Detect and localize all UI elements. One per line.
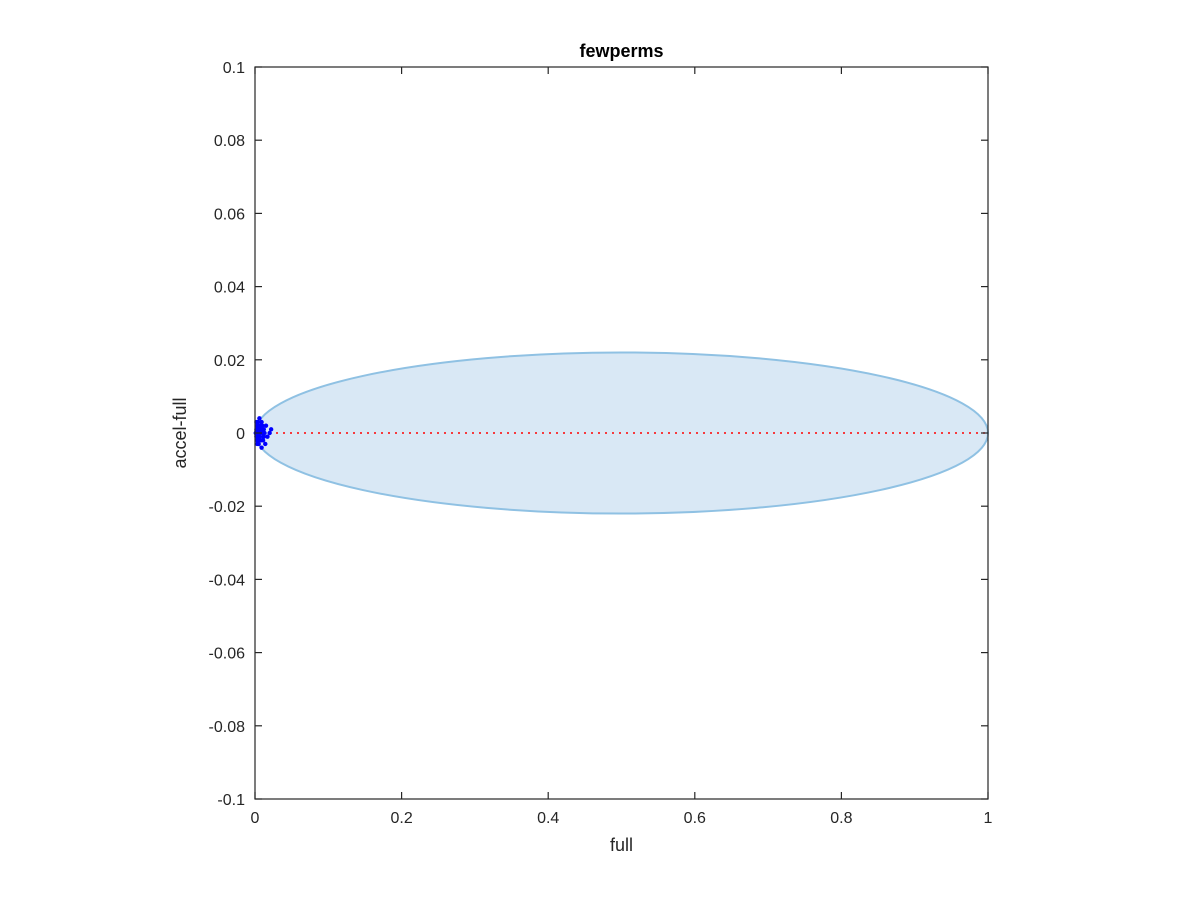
y-tick-label: -0.06 bbox=[209, 646, 246, 663]
x-tick-label: 0 bbox=[251, 810, 260, 827]
x-tick-label: 0.2 bbox=[390, 810, 412, 827]
x-tick-label: 0.8 bbox=[830, 810, 852, 827]
data-point bbox=[260, 438, 266, 443]
data-point bbox=[261, 434, 266, 439]
y-tick-label: -0.08 bbox=[209, 719, 246, 736]
chart-title: fewperms bbox=[579, 41, 663, 61]
data-point bbox=[254, 441, 260, 447]
data-point bbox=[268, 427, 274, 432]
y-tick-label: 0.06 bbox=[214, 206, 245, 223]
data-point bbox=[259, 445, 264, 450]
data-point bbox=[259, 419, 264, 425]
data-point bbox=[255, 438, 261, 443]
data-point bbox=[263, 441, 268, 447]
data-point bbox=[261, 427, 266, 432]
plot-area: 0 0.2 0.4 0.6 0.8 1 -0.1 -0.08 -0.06 -0.04 -0.02 0… bbox=[209, 60, 993, 827]
x-tick-label: 1 bbox=[984, 810, 993, 827]
x-axis-ticks: 0 0.2 0.4 0.6 0.8 1 bbox=[251, 67, 993, 827]
y-tick-label: 0.02 bbox=[214, 353, 245, 370]
y-axis-ticks: -0.1 -0.08 -0.06 -0.04 -0.02 0 0.02 0.04 0.06 0.0… bbox=[209, 60, 988, 809]
y-axis-label: accel-full bbox=[170, 397, 190, 468]
data-point bbox=[262, 430, 267, 436]
x-tick-label: 0.6 bbox=[684, 810, 706, 827]
data-point bbox=[257, 416, 262, 421]
y-tick-label: -0.02 bbox=[209, 499, 246, 516]
y-tick-label: 0.1 bbox=[223, 60, 245, 77]
y-tick-label: -0.1 bbox=[217, 792, 245, 809]
y-tick-label: 0.04 bbox=[214, 280, 245, 297]
data-point bbox=[267, 430, 272, 436]
y-tick-label: 0 bbox=[236, 426, 245, 443]
y-tick-label: 0.08 bbox=[214, 133, 245, 150]
y-tick-label: -0.04 bbox=[209, 572, 246, 589]
data-point bbox=[257, 434, 262, 439]
data-point bbox=[263, 423, 269, 428]
data-point bbox=[265, 434, 270, 439]
x-axis-label: full bbox=[610, 835, 633, 855]
data-point bbox=[260, 423, 265, 428]
data-point bbox=[256, 423, 261, 428]
x-tick-label: 0.4 bbox=[537, 810, 559, 827]
